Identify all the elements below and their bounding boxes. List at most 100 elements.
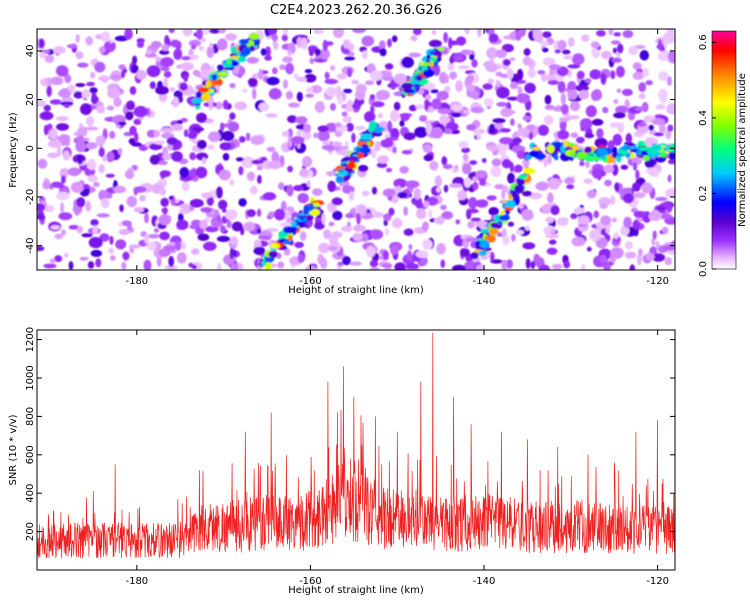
heatmap-ridge-cell bbox=[217, 71, 228, 76]
heatmap-cell bbox=[628, 45, 639, 56]
heatmap-cell bbox=[268, 88, 282, 100]
heatmap-cell bbox=[329, 103, 337, 111]
heatmap-ridge-cell bbox=[312, 202, 320, 207]
heatmap-cell bbox=[266, 146, 276, 152]
heatmap-cell bbox=[220, 122, 225, 132]
heatmap-cell bbox=[655, 205, 666, 211]
heatmap-cell bbox=[399, 120, 405, 127]
heatmap-cell bbox=[517, 128, 530, 136]
colorbar-tick-label: 0.6 bbox=[698, 34, 709, 50]
heatmap-ridge-cell bbox=[497, 220, 503, 226]
heatmap-ridge-cell bbox=[295, 221, 305, 226]
heatmap-cell bbox=[297, 253, 304, 263]
heatmap-cell bbox=[342, 256, 351, 266]
heatmap-cell bbox=[486, 195, 497, 201]
heatmap-cell bbox=[443, 32, 448, 43]
heatmap-cell bbox=[189, 152, 197, 161]
heatmap-cell bbox=[258, 68, 263, 81]
heatmap-ridge-cell bbox=[505, 199, 516, 209]
heatmap-cell bbox=[121, 69, 125, 79]
heatmap-cell bbox=[230, 264, 236, 270]
heatmap-cell bbox=[408, 244, 413, 250]
heatmap-cell bbox=[64, 103, 70, 109]
heatmap-cell bbox=[325, 122, 338, 133]
heatmap-cell bbox=[242, 88, 248, 93]
heatmap-cell bbox=[67, 167, 81, 177]
heatmap-cell bbox=[180, 117, 188, 123]
heatmap-ridge-cell bbox=[348, 160, 356, 165]
heatmap-cell bbox=[523, 48, 531, 56]
heatmap-cell bbox=[544, 104, 555, 111]
heatmap-ridge-cell bbox=[283, 230, 296, 234]
heatmap-cell bbox=[87, 174, 98, 183]
heatmap-cell bbox=[603, 164, 614, 174]
heatmap-cell bbox=[176, 219, 189, 230]
heatmap-cell bbox=[58, 89, 71, 98]
heatmap-ridge-cell bbox=[429, 58, 436, 62]
heatmap-cell bbox=[235, 157, 244, 162]
heatmap-cell bbox=[222, 99, 229, 110]
heatmap-cell bbox=[383, 219, 388, 226]
heatmap-cell bbox=[453, 53, 464, 62]
heatmap-ridge-cell bbox=[201, 92, 211, 102]
heatmap-cell bbox=[305, 93, 314, 98]
heatmap-ridge-cell bbox=[270, 243, 281, 249]
heatmap-cell bbox=[443, 128, 453, 135]
heatmap-cell bbox=[113, 97, 122, 107]
heatmap-cell bbox=[325, 86, 338, 97]
heatmap-cell bbox=[299, 168, 309, 177]
heatmap-ridge-cell bbox=[403, 88, 415, 94]
heatmap-cell bbox=[229, 247, 234, 260]
heatmap-ridge-cell bbox=[422, 62, 430, 67]
heatmap-cell bbox=[201, 157, 207, 165]
heatmap-cell bbox=[387, 120, 393, 133]
heatmap-cell bbox=[178, 96, 184, 103]
heatmap-cell bbox=[460, 49, 471, 55]
heatmap-cell bbox=[101, 31, 111, 43]
heatmap-cell bbox=[285, 62, 294, 75]
heatmap-cell bbox=[246, 171, 256, 182]
heatmap-cell bbox=[501, 189, 506, 200]
heatmap-ridge-cell bbox=[500, 210, 505, 216]
heatmap-cell bbox=[459, 248, 470, 257]
heatmap-cell bbox=[639, 50, 649, 61]
heatmap-cell bbox=[268, 211, 277, 218]
heatmap-cell bbox=[109, 255, 116, 261]
heatmap-cell bbox=[610, 70, 616, 80]
heatmap-cell bbox=[318, 242, 330, 254]
heatmap-cell bbox=[163, 71, 172, 78]
heatmap-cell bbox=[355, 83, 367, 95]
heatmap-cell bbox=[632, 62, 642, 70]
heatmap-ridge-cell bbox=[359, 147, 372, 154]
heatmap-cell bbox=[160, 197, 169, 207]
heatmap-cell bbox=[651, 118, 666, 126]
heatmap-ridge-cell bbox=[308, 203, 314, 212]
heatmap-cell bbox=[615, 51, 621, 59]
heatmap-ridge-cell bbox=[223, 63, 233, 68]
heatmap-cell bbox=[645, 252, 655, 261]
heatmap-cell bbox=[297, 192, 309, 204]
heatmap-cell bbox=[225, 33, 237, 41]
snr-x-axis-label: Height of straight line (km) bbox=[288, 585, 424, 596]
heatmap-ridge-cell bbox=[560, 145, 566, 154]
heatmap-cell bbox=[293, 185, 304, 192]
heatmap-cell bbox=[191, 248, 200, 255]
heatmap-cell bbox=[457, 190, 467, 201]
heatmap-ridge-cell bbox=[494, 214, 500, 223]
heatmap-cell bbox=[425, 94, 432, 101]
heatmap-cell bbox=[469, 53, 475, 61]
heatmap-cell bbox=[575, 84, 589, 92]
snr-panel: -180 -160 -140 -120 200 400 600 800 1000 1200 Hei… bbox=[8, 327, 676, 596]
heatmap-cell bbox=[207, 131, 221, 142]
heatmap-cell bbox=[397, 191, 408, 199]
colorbar-label: Normalized spectral amplitude bbox=[737, 73, 748, 227]
heatmap-cell bbox=[106, 192, 113, 199]
heatmap-cell bbox=[657, 38, 663, 51]
heatmap-cell bbox=[615, 105, 629, 114]
heatmap-cell bbox=[495, 79, 501, 87]
heatmap-cell bbox=[666, 103, 675, 115]
heatmap-ridge-cell bbox=[629, 149, 638, 153]
heatmap-cell bbox=[517, 203, 524, 209]
heatmap-cell bbox=[127, 222, 132, 231]
heatmap-cell bbox=[352, 224, 366, 232]
